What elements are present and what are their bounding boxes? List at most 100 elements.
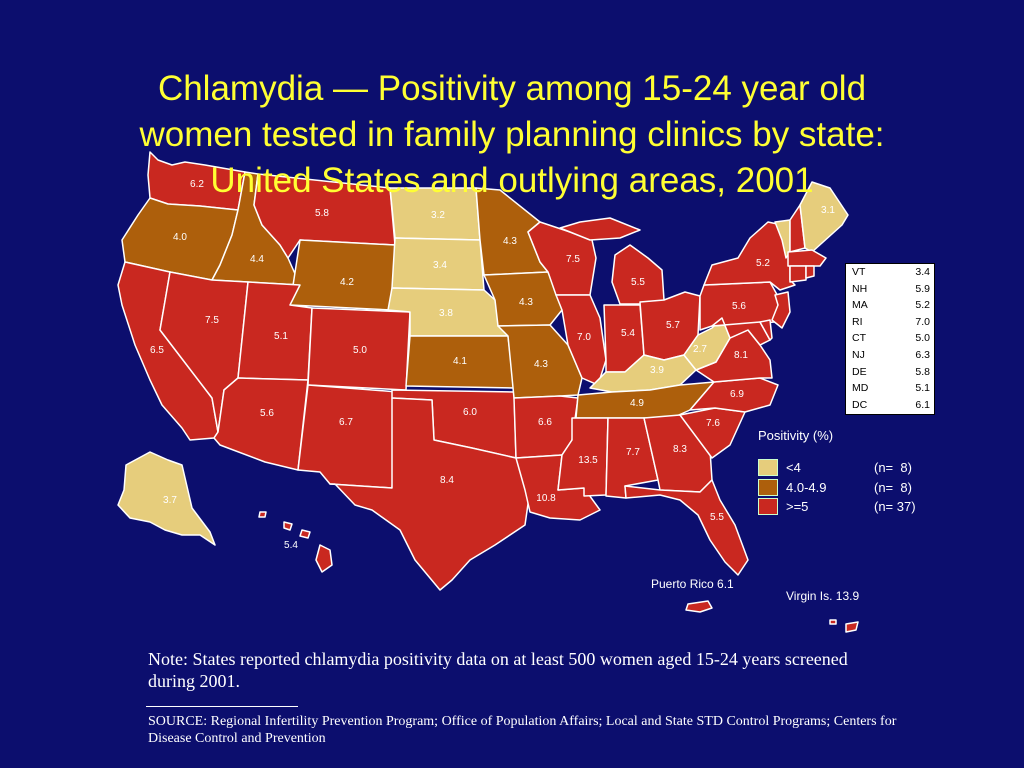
note-text: Note: States reported chlamydia positivi… bbox=[148, 649, 848, 691]
state-ME bbox=[799, 181, 849, 253]
label-TN: 4.9 bbox=[630, 398, 644, 409]
state-TX bbox=[329, 397, 531, 591]
legend-item: <4 (n= 8) bbox=[758, 458, 912, 476]
virgin-islands-label: Virgin Is. 13.9 bbox=[786, 589, 860, 603]
table-state: DE bbox=[852, 365, 867, 378]
label-WV: 2.7 bbox=[693, 344, 707, 355]
table-state: VT bbox=[852, 266, 866, 278]
table-row: CT 5.0 bbox=[846, 330, 934, 347]
state-MI bbox=[611, 244, 665, 305]
table-row: MA 5.2 bbox=[846, 297, 934, 314]
label-NM: 6.7 bbox=[339, 417, 353, 428]
state-value-labels: 6.2 4.0 6.5 4.4 7.5 5.8 4.2 5.1 5.6 5.0 … bbox=[150, 179, 835, 551]
table-value: 5.0 bbox=[915, 332, 930, 345]
label-SC: 7.6 bbox=[706, 418, 720, 429]
title-line-2: women tested in family planning clinics … bbox=[139, 115, 885, 154]
virgin-islands-shape-small bbox=[829, 619, 837, 625]
label-OR: 4.0 bbox=[173, 232, 187, 243]
label-HI: 5.4 bbox=[284, 540, 298, 551]
label-VA: 8.1 bbox=[734, 350, 748, 361]
virgin-islands-shape bbox=[845, 621, 859, 633]
table-value: 5.8 bbox=[915, 365, 930, 378]
legend-swatch bbox=[758, 497, 778, 515]
legend-label: 4.0-4.9 bbox=[786, 479, 827, 495]
label-NV: 7.5 bbox=[205, 315, 219, 326]
title-line-3: United States and outlying areas, 2001 bbox=[210, 161, 814, 200]
state-WY bbox=[289, 239, 396, 311]
table-state: CT bbox=[852, 332, 866, 345]
state-HI-oahu bbox=[283, 521, 293, 531]
label-GA: 8.3 bbox=[673, 444, 687, 455]
source-text: SOURCE: Regional Infertility Prevention … bbox=[148, 714, 897, 746]
table-state: RI bbox=[852, 315, 863, 328]
table-row: DC 6.1 bbox=[846, 397, 934, 414]
state-DE bbox=[759, 319, 773, 341]
label-AZ: 5.6 bbox=[260, 408, 274, 419]
table-value: 7.0 bbox=[915, 315, 930, 328]
table-row: MD 5.1 bbox=[846, 380, 934, 397]
label-NE: 3.8 bbox=[439, 308, 453, 319]
legend-item: 4.0-4.9 (n= 8) bbox=[758, 478, 912, 496]
label-MN: 4.3 bbox=[503, 236, 517, 247]
label-MI: 5.5 bbox=[631, 277, 645, 288]
label-WA: 6.2 bbox=[190, 179, 204, 190]
table-value: 5.2 bbox=[915, 299, 930, 312]
table-state: MD bbox=[852, 382, 869, 395]
table-value: 5.9 bbox=[915, 282, 930, 295]
label-NY: 5.2 bbox=[756, 258, 770, 269]
state-CT bbox=[789, 265, 807, 283]
label-MS: 13.5 bbox=[578, 455, 598, 466]
table-state: NH bbox=[852, 282, 868, 295]
label-KS: 4.1 bbox=[453, 356, 467, 367]
state-shapes bbox=[117, 151, 859, 633]
puerto-rico-label: Puerto Rico 6.1 bbox=[651, 577, 734, 591]
table-row: RI 7.0 bbox=[846, 314, 934, 331]
label-LA: 10.8 bbox=[536, 493, 556, 504]
table-row: VT 3.4 bbox=[846, 264, 934, 281]
puerto-rico-shape bbox=[685, 600, 713, 613]
legend-item: >=5 (n= 37) bbox=[758, 497, 916, 515]
label-CO: 5.0 bbox=[353, 345, 367, 356]
label-WY: 4.2 bbox=[340, 277, 354, 288]
label-UT: 5.1 bbox=[274, 331, 288, 342]
label-AL: 7.7 bbox=[626, 447, 640, 458]
legend-label: <4 bbox=[786, 459, 801, 475]
divider bbox=[146, 706, 298, 707]
state-HI-maui bbox=[299, 529, 311, 539]
label-OK: 6.0 bbox=[463, 407, 477, 418]
label-ND: 3.2 bbox=[431, 210, 445, 221]
table-row: NH 5.9 bbox=[846, 281, 934, 298]
state-MI-upper bbox=[559, 217, 641, 241]
label-IN: 5.4 bbox=[621, 328, 635, 339]
label-TX: 8.4 bbox=[440, 475, 454, 486]
state-FL bbox=[624, 479, 749, 576]
table-row: NJ 6.3 bbox=[846, 347, 934, 364]
legend-swatch bbox=[758, 478, 778, 496]
table-value: 6.1 bbox=[915, 398, 930, 411]
state-NM bbox=[297, 384, 399, 489]
table-state: NJ bbox=[852, 348, 865, 361]
legend-title: Positivity (%) bbox=[758, 428, 834, 443]
state-WI bbox=[527, 221, 597, 296]
label-PA: 5.6 bbox=[732, 301, 746, 312]
page-title: Chlamydia — Positivity among 15-24 year … bbox=[60, 66, 964, 204]
table-row: DE 5.8 bbox=[846, 364, 934, 381]
state-HI-big bbox=[315, 544, 333, 573]
label-ID: 4.4 bbox=[250, 254, 264, 265]
label-IA: 4.3 bbox=[519, 297, 533, 308]
state-MA bbox=[787, 249, 827, 267]
label-MT: 5.8 bbox=[315, 208, 329, 219]
label-SD: 3.4 bbox=[433, 260, 447, 271]
table-value: 3.4 bbox=[915, 266, 930, 278]
legend-label: >=5 bbox=[786, 498, 809, 514]
table-state: MA bbox=[852, 299, 868, 312]
state-RI bbox=[805, 265, 815, 279]
table-state: DC bbox=[852, 398, 868, 411]
label-OH: 5.7 bbox=[666, 320, 680, 331]
label-AK: 3.7 bbox=[163, 495, 177, 506]
legend-swatch bbox=[758, 458, 778, 476]
label-NC: 6.9 bbox=[730, 389, 744, 400]
legend-count: (n= 8) bbox=[874, 459, 912, 475]
small-states-table: VT 3.4 NH 5.9 MA 5.2 RI 7.0 CT 5.0 NJ 6.3 DE 5.… bbox=[845, 263, 935, 415]
